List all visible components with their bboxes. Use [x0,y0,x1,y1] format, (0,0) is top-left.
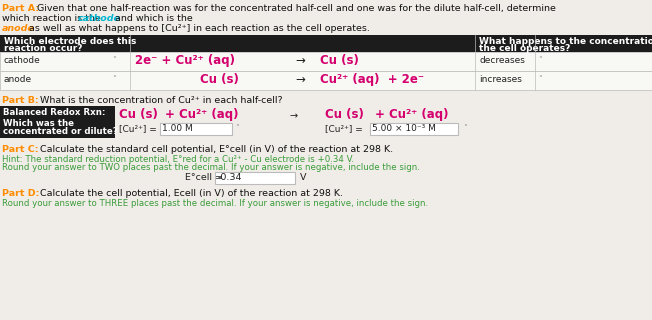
Bar [0,35,652,52]
Text: E°cell =: E°cell = [185,173,223,182]
Text: and which is the: and which is the [112,14,193,23]
Text: increases: increases [479,75,522,84]
Text: Round your answer to TWO places past the decimal. If your answer is negative, in: Round your answer to TWO places past the… [2,163,420,172]
Bar [0,52,652,71]
Bar [160,123,232,135]
Text: ˅: ˅ [235,124,239,133]
Text: Cu (s): Cu (s) [320,54,359,67]
Text: ˅: ˅ [538,56,542,65]
Text: the cell operates?: the cell operates? [479,44,570,53]
Text: →: → [295,73,305,86]
Text: Which electrode does this: Which electrode does this [4,37,136,46]
Text: Calculate the cell potential, Ecell (in V) of the reaction at 298 K.: Calculate the cell potential, Ecell (in … [37,189,343,198]
Bar [0,71,652,90]
Text: What is the concentration of Cu²⁺ in each half-cell?: What is the concentration of Cu²⁺ in eac… [37,96,282,105]
Text: →: → [295,54,305,67]
Bar [215,172,295,184]
Text: which reaction is the: which reaction is the [2,14,104,23]
Text: [Cu²⁺] =: [Cu²⁺] = [119,124,156,133]
Text: Cu²⁺ (aq)  + 2e⁻: Cu²⁺ (aq) + 2e⁻ [320,73,424,86]
Text: ˅: ˅ [463,124,467,133]
Text: Part C:: Part C: [2,145,38,154]
Text: anode: anode [3,75,31,84]
Text: Which was the: Which was the [3,119,74,128]
Bar [0,106,115,138]
Text: as well as what happens to [Cu²⁺] in each reaction as the cell operates.: as well as what happens to [Cu²⁺] in eac… [26,24,370,33]
Text: Part B:: Part B: [2,96,38,105]
Text: ˅: ˅ [112,56,116,65]
Text: Round your answer to THREE places past the decimal. If your answer is negative, : Round your answer to THREE places past t… [2,199,428,208]
Text: + Cu²⁺ (aq): + Cu²⁺ (aq) [165,108,239,121]
Text: Cu (s): Cu (s) [200,73,239,86]
Text: 1.00 M: 1.00 M [162,124,193,133]
Text: Given that one half-reaction was for the concentrated half-cell and one was for : Given that one half-reaction was for the… [37,4,556,13]
Text: Cu (s): Cu (s) [119,108,158,121]
Text: Balanced Redox Rxn:: Balanced Redox Rxn: [3,108,106,117]
Text: + Cu²⁺ (aq): + Cu²⁺ (aq) [375,108,449,121]
Text: -0.34: -0.34 [218,173,243,182]
Text: reaction occur?: reaction occur? [4,44,83,53]
Text: 5.00 × 10⁻³ M: 5.00 × 10⁻³ M [372,124,436,133]
Text: decreases: decreases [479,56,525,65]
Text: anode: anode [2,24,35,33]
Text: V: V [300,173,306,182]
Text: cathode: cathode [3,56,40,65]
Text: Hint: The standard reduction potential, E°red for a Cu²⁺ - Cu electrode is +0.34: Hint: The standard reduction potential, … [2,155,354,164]
Text: cathode: cathode [78,14,121,23]
Text: 2e⁻ + Cu²⁺ (aq): 2e⁻ + Cu²⁺ (aq) [135,54,235,67]
Text: What happens to the concentration of Cu²⁺ as: What happens to the concentration of Cu²… [479,37,652,46]
Text: →: → [290,111,298,121]
Text: Calculate the standard cell potential, E°cell (in V) of the reaction at 298 K.: Calculate the standard cell potential, E… [37,145,393,154]
Text: concentrated or dilute?: concentrated or dilute? [3,127,118,136]
Text: Part D:: Part D: [2,189,39,198]
Text: [Cu²⁺] =: [Cu²⁺] = [325,124,363,133]
Text: ˅: ˅ [112,75,116,84]
Text: Cu (s): Cu (s) [325,108,364,121]
Text: Part A:: Part A: [2,4,39,13]
Text: ˅: ˅ [538,75,542,84]
Bar [370,123,458,135]
